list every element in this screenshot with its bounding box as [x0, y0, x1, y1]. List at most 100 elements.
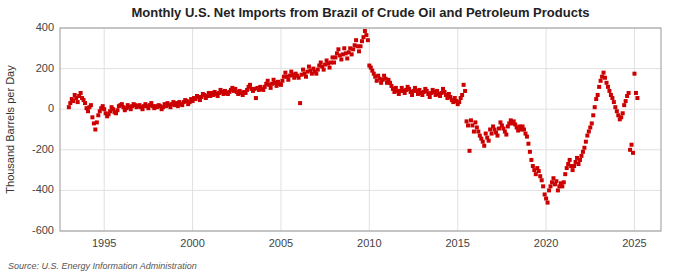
point: [556, 188, 560, 192]
point: [582, 146, 586, 150]
point: [562, 180, 566, 184]
grid-line: [60, 190, 661, 191]
point: [591, 113, 595, 117]
point: [632, 72, 636, 76]
point: [487, 139, 491, 143]
point: [463, 89, 467, 93]
point: [465, 119, 469, 123]
tick-label: 1995: [92, 237, 116, 249]
point: [622, 103, 626, 107]
point: [96, 113, 100, 117]
tick-label: -600: [32, 224, 54, 236]
point: [286, 78, 290, 82]
point: [631, 151, 635, 155]
tick-label: 400: [36, 21, 54, 33]
point: [90, 115, 94, 119]
tick-label: 2020: [534, 237, 558, 249]
tick-label: 2010: [357, 237, 381, 249]
point: [319, 61, 323, 65]
point: [314, 72, 318, 76]
title: Monthly U.S. Net Imports from Brazil of …: [132, 5, 590, 20]
point: [428, 95, 432, 99]
point: [546, 201, 550, 205]
tick-label: -400: [32, 183, 54, 195]
point: [476, 130, 480, 134]
point: [345, 56, 349, 60]
point: [613, 105, 617, 109]
point: [634, 91, 638, 95]
point: [350, 52, 354, 56]
point: [581, 150, 585, 154]
point: [332, 61, 336, 65]
point: [115, 108, 119, 112]
point: [351, 47, 355, 51]
point: [537, 169, 541, 173]
point: [363, 29, 367, 33]
point: [301, 68, 305, 72]
point: [607, 89, 611, 93]
point: [475, 125, 479, 129]
point: [621, 111, 625, 115]
point: [248, 83, 252, 87]
point: [594, 97, 598, 101]
grid-line: [457, 28, 458, 231]
point: [473, 120, 477, 124]
point: [593, 105, 597, 109]
annotation: Source: U.S. Energy Information Administ…: [8, 261, 197, 271]
point: [102, 107, 106, 111]
point: [67, 105, 71, 109]
point: [522, 128, 526, 132]
point: [298, 101, 302, 105]
point: [495, 134, 499, 138]
point: [624, 99, 628, 103]
point: [316, 68, 320, 72]
point: [605, 81, 609, 85]
point: [531, 164, 535, 168]
point: [599, 79, 603, 83]
grid-line: [60, 149, 661, 150]
chart: -600-400-2000200400199520002005201020152…: [0, 0, 675, 275]
point: [333, 55, 337, 59]
points: [67, 29, 640, 205]
point: [577, 162, 581, 166]
point: [89, 103, 93, 107]
point: [484, 132, 488, 136]
point: [578, 158, 582, 162]
point: [86, 109, 90, 113]
point: [472, 130, 476, 134]
point: [588, 125, 592, 129]
point: [462, 83, 466, 87]
grid-line: [546, 28, 547, 231]
point: [597, 85, 601, 89]
point: [359, 44, 363, 48]
point: [526, 142, 530, 146]
point: [354, 38, 358, 42]
point: [283, 71, 287, 75]
point: [563, 172, 567, 176]
point: [93, 128, 97, 132]
grid-line: [634, 28, 635, 231]
point: [280, 79, 284, 83]
point: [76, 100, 80, 104]
grid-line: [280, 28, 281, 231]
tick-label: 2015: [445, 237, 469, 249]
point: [525, 135, 529, 139]
point: [482, 144, 486, 148]
grid-line: [104, 28, 105, 231]
point: [504, 133, 508, 137]
point: [468, 149, 472, 153]
grid-line: [60, 68, 661, 69]
point: [554, 179, 558, 183]
point: [610, 96, 614, 100]
point: [565, 166, 569, 170]
point: [529, 158, 533, 162]
point: [572, 164, 576, 168]
point: [549, 184, 553, 188]
point: [490, 132, 494, 136]
point: [596, 93, 600, 97]
point: [538, 174, 542, 178]
grid: [60, 28, 661, 231]
grid-line: [192, 28, 193, 231]
point: [544, 197, 548, 201]
point: [457, 100, 461, 104]
